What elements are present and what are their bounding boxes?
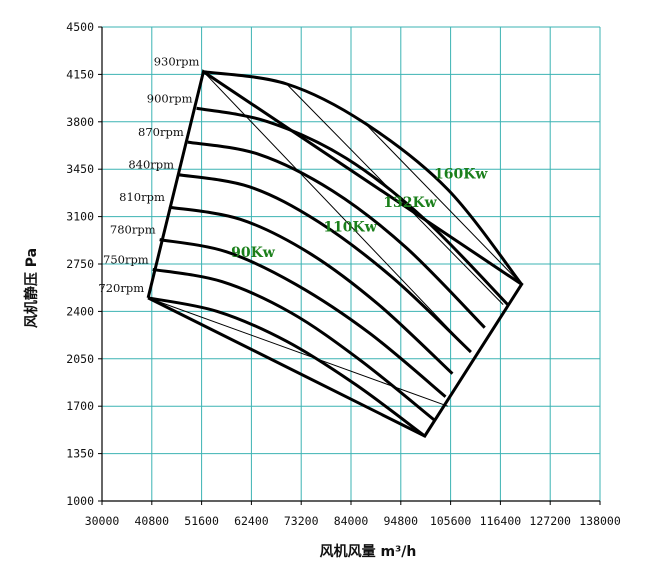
x-tick-label: 105600 — [430, 514, 472, 528]
rpm-label: 750rpm — [103, 252, 149, 266]
x-tick-label: 40800 — [134, 514, 169, 528]
rpm-label: 720rpm — [98, 281, 144, 295]
power-line — [364, 122, 522, 285]
rpm-curve-900rpm — [196, 106, 509, 306]
y-axis-title: 风机静压 Pa — [23, 248, 40, 328]
power-label: 90Kw — [231, 245, 276, 261]
rpm-curve-870rpm — [187, 140, 486, 329]
power-line — [147, 297, 449, 407]
y-tick-label: 1350 — [66, 447, 94, 461]
rpm-label: 870rpm — [138, 125, 184, 139]
x-tick-label: 84000 — [334, 514, 369, 528]
x-tick-label: 30000 — [85, 514, 120, 528]
power-label: 132Kw — [383, 195, 437, 211]
power-label: 110Kw — [323, 219, 377, 235]
rpm-label: 900rpm — [147, 91, 193, 105]
rpm-curve-810rpm — [168, 205, 454, 375]
plot-frame — [98, 26, 601, 505]
y-tick-label: 1000 — [66, 494, 94, 508]
rpm-label: 810rpm — [119, 190, 165, 204]
rpm-labels: 720rpm 750rpm 780rpm 810rpm 840rpm 870rpm 900r… — [98, 55, 199, 295]
y-tick-label: 4500 — [66, 20, 94, 34]
x-tick-label: 116400 — [480, 514, 522, 528]
x-axis-title: 风机风量 m³/h — [320, 543, 417, 560]
rpm-curve-780rpm — [159, 238, 447, 398]
x-tick-label: 127200 — [529, 514, 571, 528]
boundary-line — [146, 69, 524, 438]
rpm-curve-840rpm — [177, 173, 472, 354]
x-tick-label: 51600 — [184, 514, 219, 528]
power-label: 160Kw — [434, 167, 488, 183]
rpm-curves — [147, 70, 523, 438]
x-tick-labels: 30000 40800 51600 62400 73200 84000 94800 10560… — [85, 514, 621, 528]
rpm-label: 840rpm — [128, 158, 174, 172]
y-tick-label: 1700 — [66, 399, 94, 413]
x-tick-label: 73200 — [284, 514, 319, 528]
x-tick-label: 138000 — [579, 514, 621, 528]
x-tick-label: 62400 — [234, 514, 269, 528]
y-tick-label: 3100 — [66, 210, 94, 224]
y-tick-labels: 1000 1350 1700 2050 2400 2750 3100 3450 3800 4150… — [66, 20, 94, 508]
rpm-label: 930rpm — [154, 55, 200, 69]
y-tick-label: 2050 — [66, 352, 94, 366]
y-tick-label: 2400 — [66, 304, 94, 318]
y-tick-label: 3450 — [66, 162, 94, 176]
rpm-curve-750rpm — [152, 267, 435, 421]
rpm-label: 780rpm — [110, 223, 156, 237]
power-line — [203, 71, 472, 353]
y-tick-label: 3800 — [66, 115, 94, 129]
y-tick-label: 2750 — [66, 257, 94, 271]
power-labels: 90Kw 110Kw 132Kw 160Kw — [231, 167, 488, 262]
rpm-curve-930rpm — [203, 70, 523, 286]
y-tick-label: 4150 — [66, 67, 94, 81]
x-tick-label: 94800 — [383, 514, 418, 528]
rpm-curve-720rpm — [147, 296, 426, 438]
operating-boundary — [146, 69, 524, 438]
